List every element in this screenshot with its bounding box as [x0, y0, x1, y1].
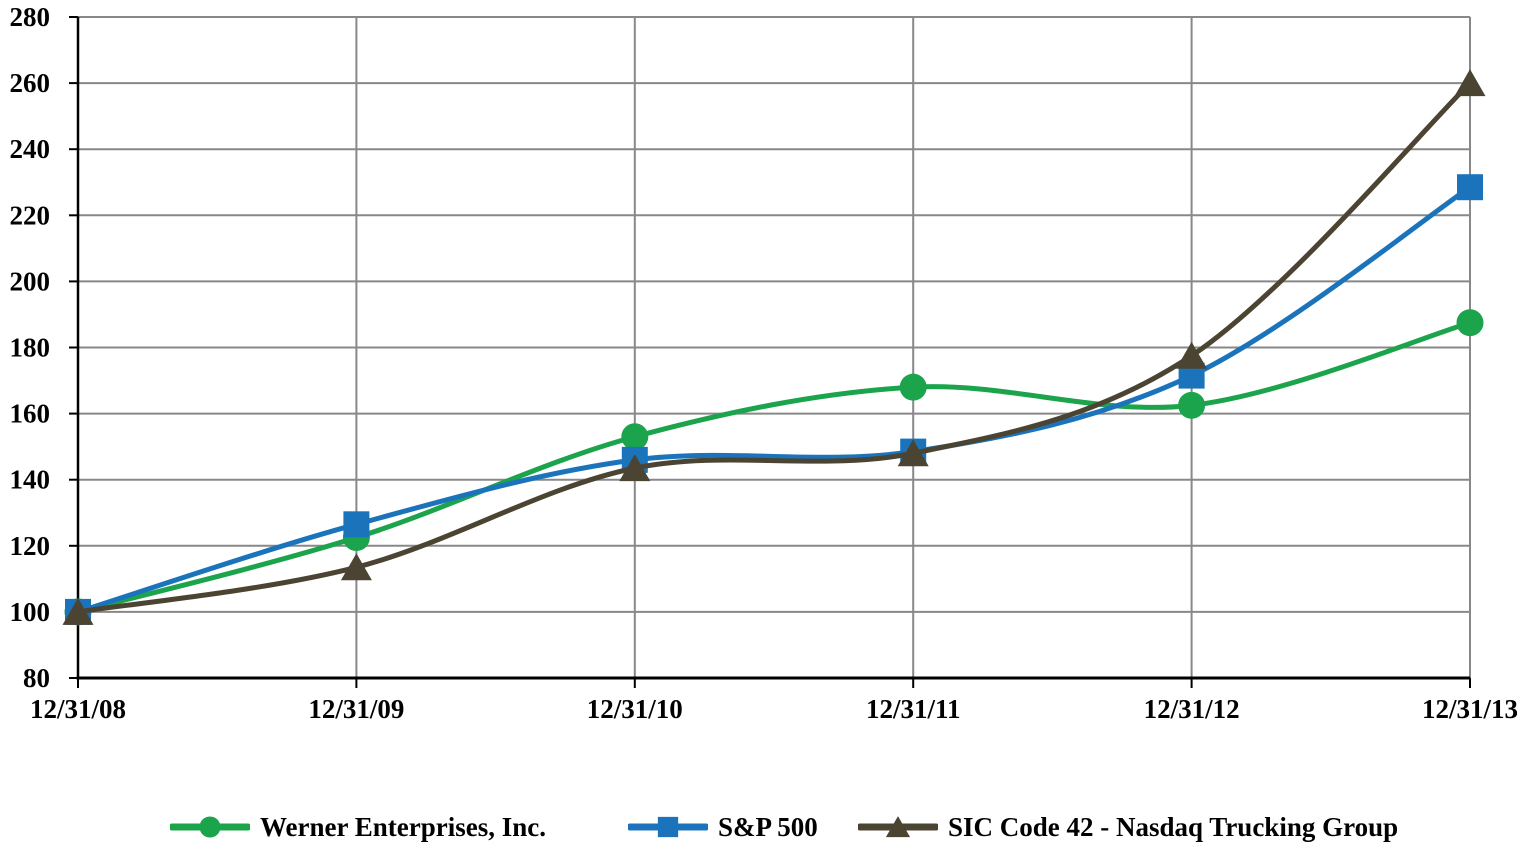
circle-marker-icon-s0-p3 — [899, 373, 927, 401]
square-marker-icon-legend — [657, 816, 679, 838]
triangle-marker-icon-s2-p3 — [897, 439, 929, 467]
y-tick-label-200: 200 — [10, 266, 51, 296]
square-marker-icon-s1-p1 — [343, 511, 370, 538]
legend-item-nasdaq-trucking: SIC Code 42 - Nasdaq Trucking Group — [858, 805, 1398, 849]
x-tick-label-2: 12/31/10 — [587, 694, 683, 724]
square-marker-icon-s1-p5 — [1457, 174, 1483, 201]
circle-marker-icon-s0-p5 — [1456, 309, 1484, 337]
plot-area: 80 100 120 140 160 180 200 220 240 260 280 12/31/08… — [10, 2, 1519, 724]
circle-marker-icon-legend — [199, 816, 221, 838]
triangle-marker-icon-s2-p5 — [1454, 69, 1486, 97]
y-tick-label-120: 120 — [10, 531, 51, 561]
legend-label-nasdaq-trucking: SIC Code 42 - Nasdaq Trucking Group — [948, 811, 1399, 842]
y-tick-label-220: 220 — [10, 200, 51, 230]
circle-marker-icon-s0-p4 — [1178, 391, 1206, 419]
legend-label-sp500: S&P 500 — [718, 811, 818, 842]
triangle-marker-icon-s2-p0 — [62, 597, 94, 625]
werner-line-circle-icon — [170, 816, 250, 838]
x-tick-label-1: 12/31/09 — [308, 694, 404, 724]
y-tick-label-140: 140 — [10, 465, 51, 495]
legend-item-sp500: S&P 500 — [628, 805, 818, 849]
triangle-marker-icon-s2-p1 — [340, 553, 372, 581]
sp500-line-square-icon — [628, 816, 708, 838]
y-tick-label-180: 180 — [10, 333, 51, 363]
x-tick-label-3: 12/31/11 — [866, 694, 961, 724]
y-tick-label-280: 280 — [10, 2, 51, 32]
series-line-1 — [75, 184, 1473, 615]
series-line-2 — [75, 80, 1473, 615]
x-tick-label-0: 12/31/08 — [30, 694, 126, 724]
series-line-0 — [75, 320, 1473, 615]
trucking-line-triangle-icon — [858, 816, 938, 838]
triangle-marker-icon-s2-p2 — [619, 454, 651, 482]
y-tick-label-100: 100 — [10, 597, 51, 627]
x-tick-label-4: 12/31/12 — [1144, 694, 1240, 724]
y-tick-label-260: 260 — [10, 68, 51, 98]
y-tick-label-80: 80 — [23, 663, 50, 693]
triangle-marker-icon-legend — [885, 816, 911, 838]
legend-label-werner: Werner Enterprises, Inc. — [260, 811, 546, 842]
legend-item-werner: Werner Enterprises, Inc. — [170, 805, 546, 849]
y-tick-label-160: 160 — [10, 399, 51, 429]
y-tick-label-240: 240 — [10, 134, 51, 164]
x-tick-label-5: 12/31/13 — [1422, 694, 1518, 724]
circle-marker-icon-s0-p2 — [621, 423, 649, 451]
triangle-marker-icon-s2-p4 — [1176, 341, 1208, 369]
